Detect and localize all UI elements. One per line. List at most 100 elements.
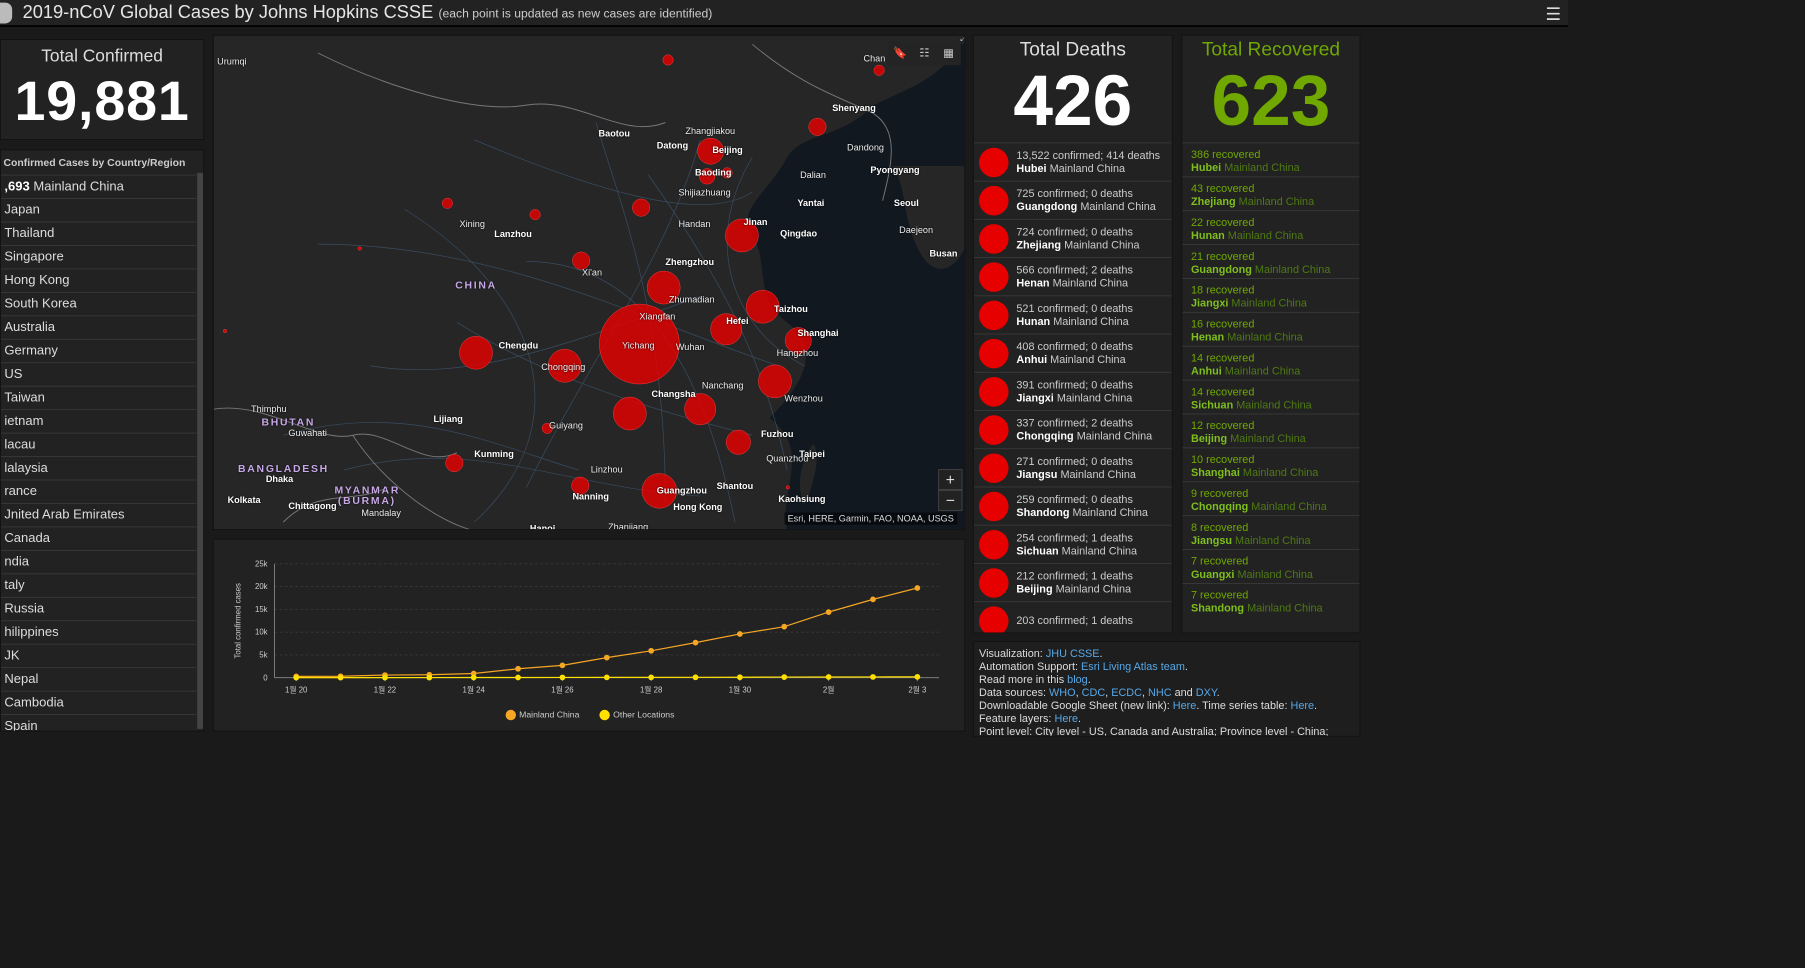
country-list-scrollbar[interactable] (197, 172, 204, 729)
chart-data-point[interactable] (692, 639, 699, 646)
case-circle[interactable] (808, 117, 827, 136)
chart-data-point[interactable] (737, 674, 743, 681)
case-circle[interactable] (571, 476, 590, 495)
recovered-row[interactable]: 14 recovered Anhui Mainland China (1182, 345, 1360, 380)
chart-data-point[interactable] (515, 674, 521, 681)
recovered-row[interactable]: 43 recovered Zhejiang Mainland China (1182, 176, 1360, 210)
recovered-row[interactable]: 8 recovered Jiangsu Mainland China (1182, 515, 1360, 549)
case-circle[interactable] (662, 54, 674, 66)
chart-data-point[interactable] (914, 585, 921, 591)
country-row[interactable]: Thailand (0, 221, 197, 245)
zoom-in-button[interactable]: + (938, 469, 963, 491)
recovered-row[interactable]: 16 recovered Henan Mainland China (1182, 311, 1360, 346)
recovered-row[interactable]: 9 recovered Chongqing Mainland China (1182, 481, 1360, 515)
chart-data-point[interactable] (781, 674, 788, 680)
country-row[interactable]: Australia (0, 315, 197, 338)
country-row[interactable]: rance (0, 479, 197, 503)
case-circle[interactable] (725, 218, 759, 253)
country-row[interactable]: Canada (0, 526, 197, 549)
country-row[interactable]: taly (0, 573, 197, 596)
case-circle[interactable] (441, 197, 453, 209)
chart-data-point[interactable] (870, 596, 876, 603)
chart-data-point[interactable] (382, 674, 388, 681)
death-row[interactable]: 212 confirmed; 1 deaths Beijing Mainland … (973, 562, 1172, 601)
recovered-row[interactable]: 22 recovered Hunan Mainland China (1182, 210, 1360, 244)
case-circle[interactable] (445, 454, 464, 472)
chart-data-point[interactable] (559, 662, 566, 669)
chart-data-point[interactable] (648, 674, 655, 681)
case-circle[interactable] (357, 246, 362, 251)
country-row[interactable]: JK (0, 643, 197, 667)
esri-team-link[interactable]: Esri Living Atlas team (1081, 660, 1185, 673)
country-row[interactable]: Taiwan (0, 385, 197, 409)
case-circle[interactable] (873, 64, 885, 76)
chart-data-point[interactable] (293, 674, 300, 681)
case-circle[interactable] (223, 329, 227, 333)
chart-data-point[interactable] (337, 674, 344, 681)
case-circle[interactable] (632, 198, 651, 217)
map-panel[interactable]: Urumqi Baotou Zhangjiakou Datong Beijing Baod… (212, 34, 966, 530)
basemap-grid-icon[interactable]: ▦ (936, 40, 961, 66)
death-row[interactable]: 566 confirmed; 2 deaths Henan Mainland Ch… (973, 257, 1172, 295)
chart-data-point[interactable] (515, 665, 521, 672)
chart-data-point[interactable] (470, 674, 477, 681)
case-circle[interactable] (721, 167, 733, 179)
case-circle[interactable] (641, 473, 677, 509)
death-row[interactable]: 408 confirmed; 0 deaths Anhui Mainland Ch… (973, 333, 1172, 372)
case-circle[interactable] (459, 336, 493, 370)
death-row[interactable]: 337 confirmed; 2 deaths Chongqing Mainlan… (973, 410, 1172, 448)
case-circle[interactable] (572, 251, 591, 270)
case-circle[interactable] (529, 209, 541, 221)
case-circle[interactable] (699, 168, 716, 185)
country-row[interactable]: Jnited Arab Emirates (0, 503, 197, 526)
death-row[interactable]: 725 confirmed; 0 deaths Guangdong Mainlan… (973, 180, 1172, 219)
recovered-row[interactable]: 12 recovered Beijing Mainland China (1182, 413, 1360, 448)
chart-data-point[interactable] (914, 673, 921, 680)
recovered-row[interactable]: 10 recovered Shanghai Mainland China (1182, 447, 1360, 481)
chart-data-point[interactable] (426, 674, 433, 681)
bookmark-icon[interactable]: 🔖 (887, 40, 913, 66)
country-row[interactable]: ietnam (0, 409, 197, 432)
recovered-row[interactable]: 21 recovered Guangdong Mainland China (1182, 244, 1360, 278)
case-circle[interactable] (785, 327, 812, 354)
recovered-row[interactable]: 7 recovered Shandong Mainland China (1182, 582, 1360, 617)
case-circle[interactable] (599, 303, 680, 385)
country-row[interactable]: Spain (0, 714, 197, 731)
recovered-row[interactable]: 7 recovered Guangxi Mainland China (1182, 549, 1360, 583)
sheet-link[interactable]: Here (1172, 699, 1197, 712)
country-row[interactable]: Japan (0, 198, 197, 221)
chart-data-point[interactable] (737, 631, 743, 637)
expand-icon[interactable]: ⤢ (957, 35, 965, 45)
chart-data-point[interactable] (825, 609, 832, 615)
ecdc-link[interactable]: ECDC (1111, 686, 1142, 699)
case-circle[interactable] (541, 422, 553, 434)
hamburger-menu-icon[interactable]: ☰ (1545, 5, 1562, 25)
case-circle[interactable] (758, 364, 792, 399)
death-row[interactable]: 391 confirmed; 0 deaths Jiangxi Mainland … (973, 371, 1172, 410)
nhc-link[interactable]: NHC (1148, 686, 1172, 699)
country-row[interactable]: US (0, 362, 197, 385)
death-row[interactable]: 724 confirmed; 0 deaths Zhejiang Mainland… (973, 218, 1172, 257)
death-row[interactable]: 254 confirmed; 1 deaths Sichuan Mainland … (973, 524, 1172, 563)
chart-data-point[interactable] (603, 674, 610, 681)
chart-data-point[interactable] (781, 623, 788, 630)
case-circle[interactable] (697, 137, 724, 165)
timeseries-link[interactable]: Here (1290, 699, 1315, 712)
death-row[interactable]: 13,522 confirmed; 414 deaths Hubei Mainla… (973, 142, 1172, 180)
legend-list-icon[interactable]: ☷ (912, 40, 937, 66)
country-row[interactable]: Hong Kong (0, 268, 197, 291)
chart-data-point[interactable] (470, 670, 477, 677)
country-row[interactable]: Nepal (0, 667, 197, 690)
case-circle[interactable] (684, 393, 717, 426)
chart-data-point[interactable] (559, 674, 566, 681)
death-row[interactable]: 203 confirmed; 1 deaths (973, 601, 1172, 633)
feature-link[interactable]: Here (1054, 712, 1079, 725)
dxy-link[interactable]: DXY (1195, 686, 1217, 699)
country-row[interactable]: South Korea (0, 291, 197, 315)
legend-item-mainland[interactable]: Mainland China (505, 709, 579, 721)
who-link[interactable]: WHO (1049, 686, 1076, 699)
case-circle[interactable] (785, 485, 790, 490)
map-canvas[interactable] (213, 35, 965, 530)
jhu-csse-link[interactable]: JHU CSSE (1045, 647, 1100, 660)
country-row[interactable]: Cambodia (0, 690, 197, 714)
